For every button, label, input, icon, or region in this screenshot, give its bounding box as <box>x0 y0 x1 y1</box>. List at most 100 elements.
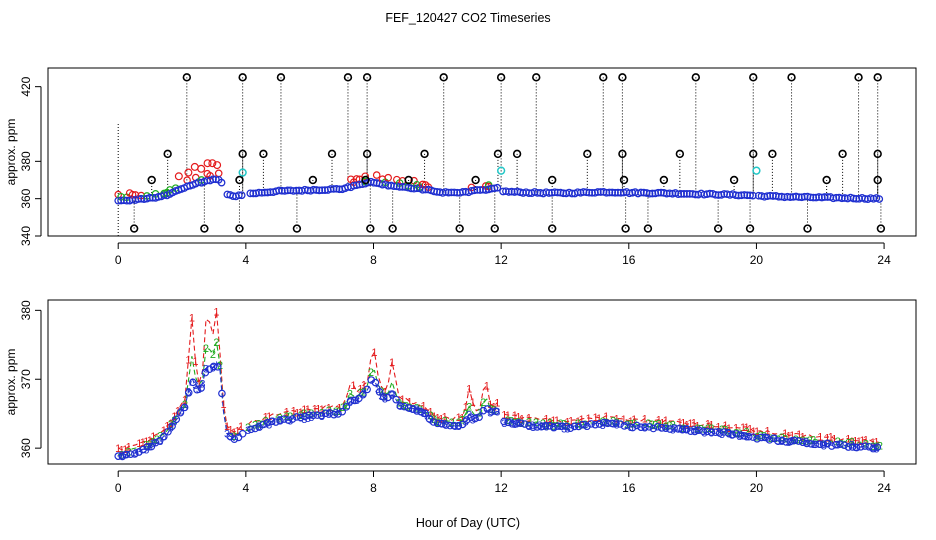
top-blue-point <box>234 191 243 200</box>
top-data-marks <box>114 73 886 233</box>
top-blue-point <box>815 193 823 201</box>
bottom-blue-point <box>827 442 836 450</box>
top-reference-point <box>343 73 353 82</box>
top-blue-point <box>677 190 685 198</box>
top-red-point <box>174 172 183 181</box>
bottom-series-1-mark: 1 <box>687 418 693 430</box>
bottom-series-1-mark: 1 <box>747 424 753 436</box>
bottom-plot-frame <box>47 299 917 465</box>
bottom-series-3-mark: 3 <box>789 436 795 448</box>
bottom-blue-point <box>479 406 488 415</box>
bottom-blue-point <box>363 385 371 394</box>
top-red-point <box>184 168 193 177</box>
bottom-blue-point <box>545 422 554 430</box>
bottom-series-1-mark: 1 <box>789 430 795 442</box>
bottom-series-3-mark: 3 <box>870 442 876 454</box>
top-reference-point <box>327 149 337 159</box>
top-blue-point <box>490 184 499 193</box>
top-reference-point <box>745 224 755 233</box>
top-reference-point <box>200 224 209 233</box>
bottom-series-1-mark: 1 <box>350 380 356 392</box>
bottom-blue-point <box>454 421 463 430</box>
bottom-blue-point <box>641 423 649 431</box>
bottom-series-3-mark: 3 <box>821 441 827 453</box>
bottom-series-1-mark: 1 <box>238 421 244 433</box>
bottom-blue-point <box>832 440 840 449</box>
top-reference-point <box>147 175 156 185</box>
bottom-series-2-mark: 2 <box>150 436 156 448</box>
bottom-series-3-mark: 3 <box>561 424 567 436</box>
bottom-series-2-mark: 2 <box>463 409 469 421</box>
bottom-blue-point <box>856 443 865 451</box>
bottom-series-2-mark: 2 <box>491 404 497 416</box>
bottom-series-3-mark: 3 <box>298 413 304 425</box>
bottom-blue-point <box>375 388 384 396</box>
bottom-blue-point <box>467 413 475 421</box>
top-red-point <box>203 159 212 168</box>
top-blue-point <box>777 192 786 201</box>
top-blue-point <box>476 186 484 194</box>
bottom-series-3-mark: 3 <box>319 411 325 423</box>
bottom-blue-point <box>558 422 566 430</box>
bottom-series-1-mark: 1 <box>505 410 511 422</box>
bottom-y-axis: 360 370 380 <box>19 300 42 458</box>
top-blue-point <box>395 183 404 191</box>
bottom-blue-point <box>296 413 305 422</box>
bottom-blue-point <box>301 412 309 421</box>
top-reference-point <box>787 73 796 82</box>
bottom-series-2-mark: 2 <box>733 428 739 440</box>
bottom-blue-point <box>798 438 807 446</box>
bottom-blue-point <box>176 408 185 417</box>
bottom-blue-point <box>595 420 604 428</box>
top-blue-point <box>217 178 226 187</box>
bottom-blue-point <box>603 419 612 428</box>
top-reference-point <box>439 73 448 82</box>
bottom-blue-point <box>280 415 288 423</box>
bottom-series-1-mark: 1 <box>642 414 648 426</box>
top-reference-point <box>493 149 503 159</box>
bottom-blue-point <box>516 419 525 427</box>
top-reference-point <box>490 224 499 233</box>
bottom-series-3-mark: 3 <box>456 421 462 433</box>
top-blue-point <box>711 190 720 199</box>
top-reference-point <box>548 224 557 233</box>
bottom-series-1-mark: 1 <box>150 431 156 443</box>
bottom-series-3-mark: 3 <box>800 437 806 449</box>
bottom-series-1-mark: 1 <box>122 444 128 456</box>
bottom-series-1-mark: 1 <box>691 418 697 430</box>
bottom-series-1-mark: 1 <box>849 436 855 448</box>
bottom-series-2-mark: 2 <box>505 415 511 427</box>
bottom-blue-point <box>309 411 317 420</box>
bottom-series-1-mark: 1 <box>491 401 497 413</box>
bottom-blue-point <box>657 424 666 432</box>
bottom-series-3-mark: 3 <box>389 390 395 402</box>
top-blue-point <box>573 188 582 197</box>
bottom-series-2-mark: 2 <box>603 417 609 429</box>
bottom-series-1-mark: 1 <box>526 413 532 425</box>
top-reference-point <box>749 73 758 82</box>
bottom-series-1-mark: 1 <box>357 383 363 395</box>
top-reference-point <box>238 73 247 82</box>
bottom-series-1-mark: 1 <box>852 436 858 448</box>
bottom-blue-point <box>168 422 176 430</box>
bottom-blue-point <box>359 390 367 399</box>
bottom-series-1-mark: 1 <box>859 435 865 447</box>
top-blue-point <box>614 188 622 197</box>
top-blue-point <box>766 191 775 200</box>
bottom-series-1-mark: 1 <box>140 437 146 449</box>
bottom-series-3-mark: 3 <box>322 408 328 420</box>
bottom-series-1-mark: 1 <box>817 431 823 443</box>
bottom-blue-point <box>338 407 347 416</box>
bottom-blue-point <box>325 409 334 417</box>
bottom-blue-point <box>819 440 828 448</box>
bottom-blue-point <box>421 409 429 418</box>
top-reference-point <box>583 149 592 159</box>
bottom-blue-point <box>666 425 674 433</box>
bottom-y-axis-label: approx. ppm <box>4 349 18 416</box>
bottom-series-1-mark: 1 <box>512 410 518 422</box>
bottom-blue-point <box>861 442 869 450</box>
bottom-series-1-mark: 1 <box>315 404 321 416</box>
bottom-series-3-mark: 3 <box>192 380 198 392</box>
top-blue-point <box>585 188 594 197</box>
